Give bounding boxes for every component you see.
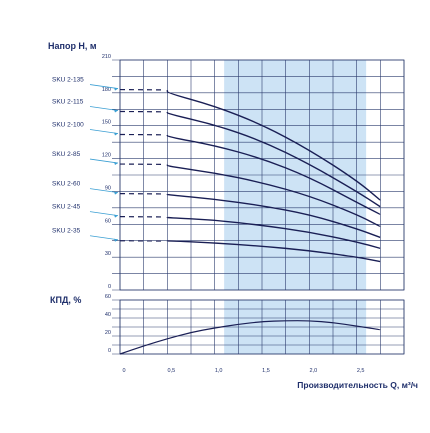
head-ytick-label: 0 [108,284,111,290]
series-callout-line [90,129,118,133]
efficiency-ytick-label: 0 [108,348,111,354]
head-ytick-label: 30 [105,251,111,257]
series-label: SKU 2-100 [52,121,84,128]
x-tick-label: 0 [122,368,125,374]
x-tick-label: 1,5 [262,368,270,374]
efficiency-axis-title: КПД, % [50,295,81,305]
series-callout-line [90,159,118,163]
series-label: SKU 2-135 [52,77,84,84]
head-ytick-label: 150 [102,120,111,126]
series-label: SKU 2-115 [52,98,84,105]
x-tick-label: 1,0 [215,368,223,374]
series-label: SKU 2-35 [52,228,81,235]
x-tick-label: 0,5 [168,368,176,374]
head-ytick-label: 210 [102,54,111,60]
efficiency-ytick-label: 40 [105,312,111,318]
series-callout-line [90,236,118,240]
flow-axis-title: Производительность Q, м³/ч [297,380,418,390]
head-axis-title: Напор H, м [48,41,97,51]
x-tick-label: 2,0 [310,368,318,374]
series-label: SKU 2-45 [52,204,81,211]
series-callout-line [90,212,118,216]
series-callout-line [90,106,118,110]
series-label: SKU 2-60 [52,181,81,188]
x-tick-label: 2,5 [357,368,365,374]
head-ytick-label: 120 [102,153,111,159]
series-label: SKU 2-85 [52,151,81,158]
head-ytick-label: 60 [105,218,111,224]
efficiency-ytick-label: 20 [105,330,111,336]
efficiency-ytick-label: 60 [105,294,111,300]
